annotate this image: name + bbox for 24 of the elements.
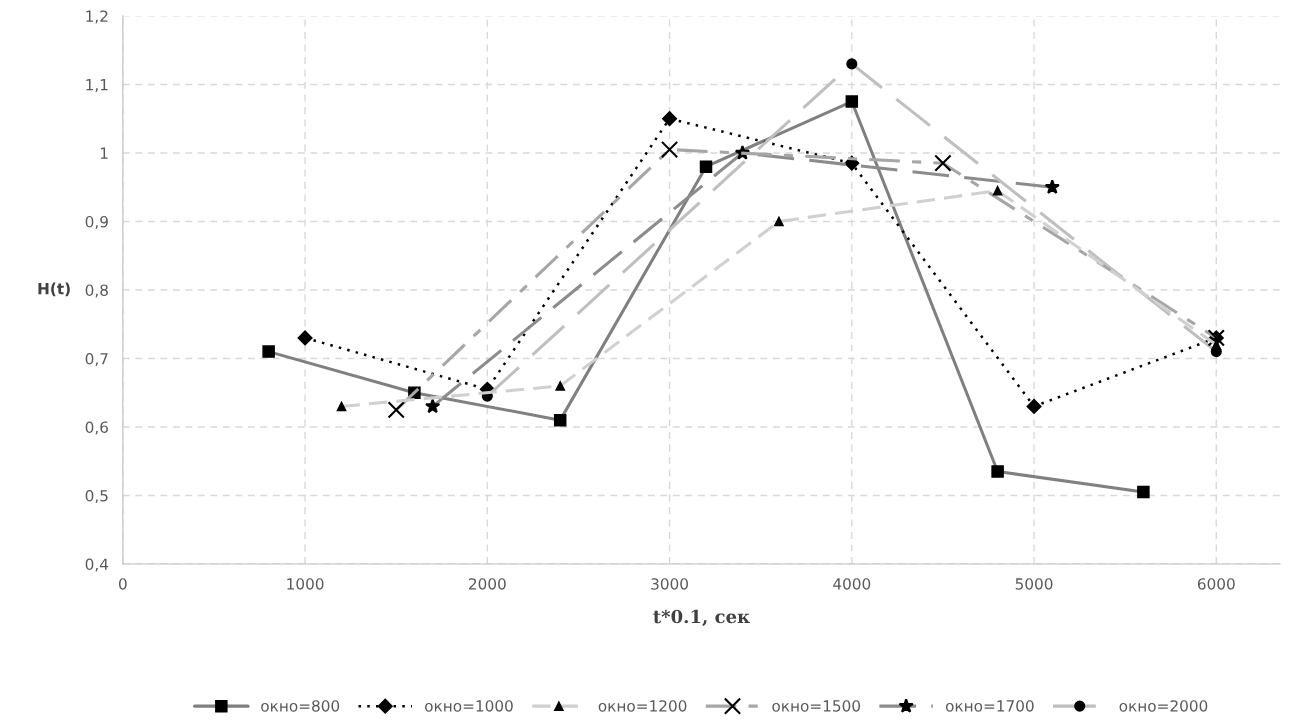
y-tick-label: 0,6 xyxy=(85,421,108,435)
x-tick-label: 1000 xyxy=(287,578,324,590)
y-tick-label: 0,4 xyxy=(85,558,109,572)
y-tick-label: 0,8 xyxy=(85,284,108,298)
y-tick-label: 0,9 xyxy=(85,215,108,230)
legend-label: окно=1700 xyxy=(945,700,1034,712)
legend-label: окно=800 xyxy=(261,700,340,712)
y-tick-label: 1,2 xyxy=(86,10,108,24)
x-tick-label: 2000 xyxy=(469,578,506,590)
y-axis-title: H(t) xyxy=(38,282,70,297)
y-tick-label: 1,1 xyxy=(86,79,108,93)
legend-label: окно=1500 xyxy=(772,700,861,712)
x-tick-label: 3000 xyxy=(651,578,688,590)
legend-label: окно=1000 xyxy=(425,700,513,712)
y-tick-label: 1 xyxy=(100,147,108,159)
x-tick-label: 6000 xyxy=(1197,578,1235,590)
legend-label: окно=1200 xyxy=(598,700,687,712)
x-tick-label: 5000 xyxy=(1015,578,1053,590)
y-tick-label: 0,5 xyxy=(85,489,108,504)
x-axis-title: t*0.1, сек xyxy=(653,609,750,627)
y-tick-label: 0,7 xyxy=(85,352,108,367)
x-tick-label: 4000 xyxy=(833,578,871,590)
x-tick-label: 0 xyxy=(118,578,127,590)
legend-label: окно=2000 xyxy=(1119,700,1208,712)
